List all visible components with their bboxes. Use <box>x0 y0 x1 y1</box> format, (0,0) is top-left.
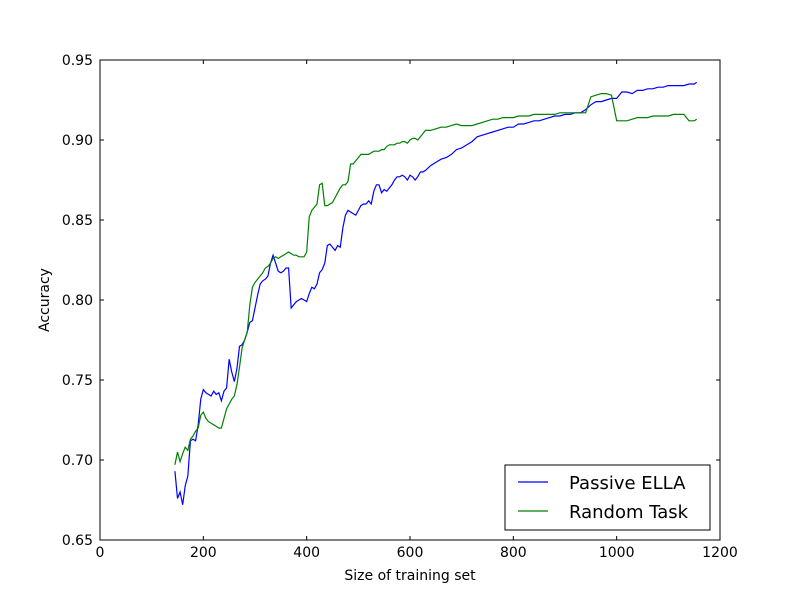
legend-label-passive-ella: Passive ELLA <box>569 473 686 494</box>
x-axis-ticks: 0 200 400 600 800 1000 1200 <box>96 60 738 561</box>
x-tick-label: 600 <box>397 545 424 561</box>
x-tick-label: 0 <box>96 545 105 561</box>
y-tick-label: 0.70 <box>62 453 93 469</box>
series-line-random-task <box>174 92 698 465</box>
legend: Passive ELLA Random Task <box>504 464 711 531</box>
y-tick-label: 0.75 <box>62 373 93 389</box>
y-tick-label: 0.95 <box>62 53 93 69</box>
x-axis-label: Size of training set <box>344 568 476 584</box>
x-tick-label: 1000 <box>599 545 635 561</box>
x-tick-label: 800 <box>500 545 527 561</box>
y-tick-label: 0.90 <box>62 133 93 149</box>
legend-box <box>504 464 711 531</box>
y-tick-label: 0.80 <box>62 293 93 309</box>
y-axis-ticks: 0.65 0.70 0.75 0.80 0.85 0.90 0.95 <box>62 53 720 549</box>
x-tick-label: 200 <box>190 545 217 561</box>
x-tick-label: 1200 <box>702 545 738 561</box>
y-tick-label: 0.65 <box>62 533 93 549</box>
y-axis-label: Accuracy <box>37 268 53 332</box>
legend-label-random-task: Random Task <box>569 502 689 523</box>
y-tick-label: 0.85 <box>62 213 93 229</box>
plot-lines <box>174 81 698 505</box>
x-tick-label: 400 <box>293 545 320 561</box>
series-line-passive-ella <box>174 81 698 505</box>
